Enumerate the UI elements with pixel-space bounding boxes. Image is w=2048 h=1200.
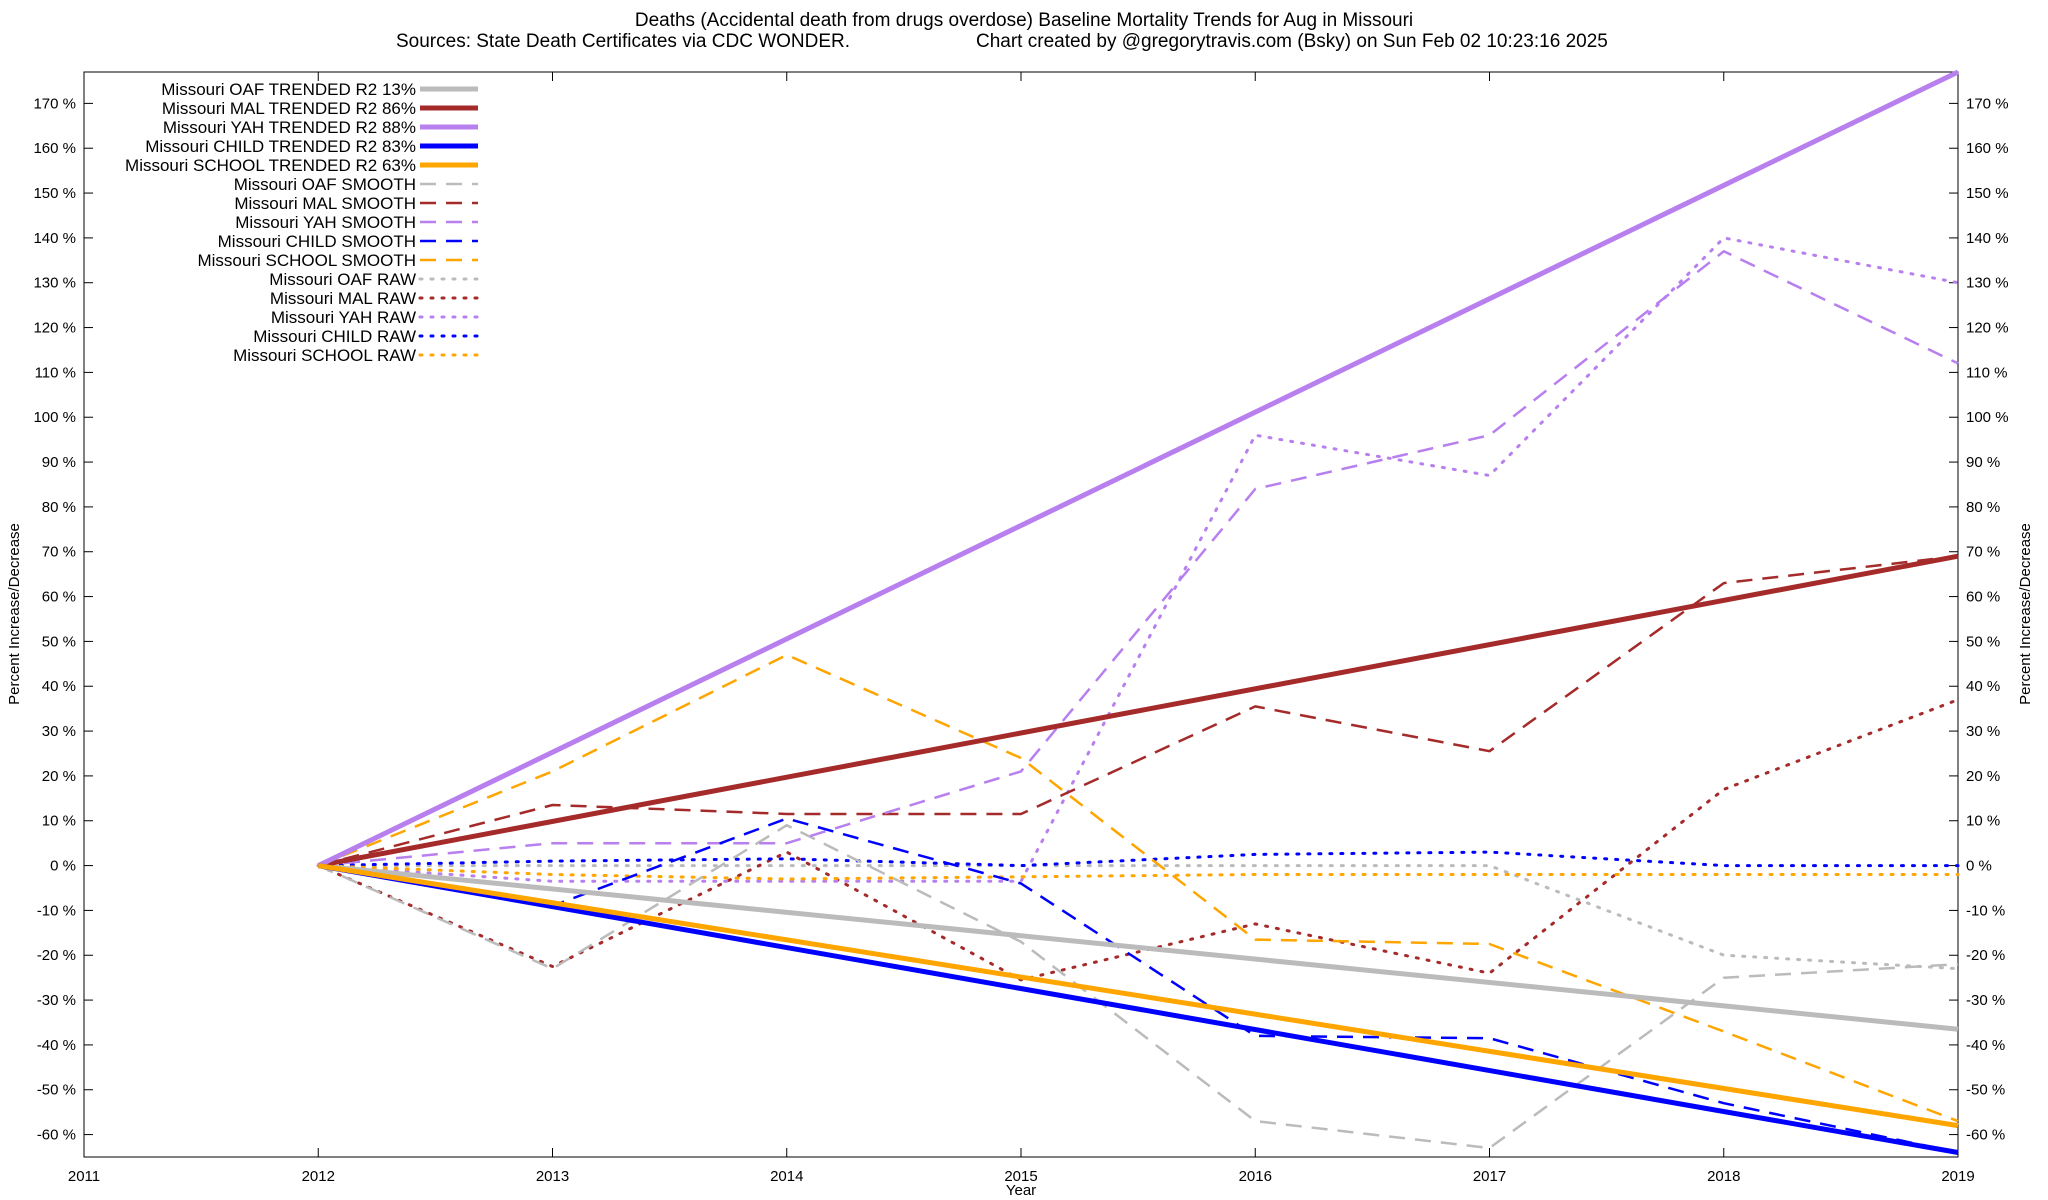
y-tick-label-right: 80 %: [1966, 499, 2000, 516]
y-tick-label-right: -50 %: [1966, 1082, 2005, 1099]
chart-subtitle-credit: Chart created by @gregorytravis.com (Bsk…: [976, 31, 1608, 52]
y-tick-label-right: -20 %: [1966, 947, 2005, 964]
y-tick-label-right: -30 %: [1966, 992, 2005, 1009]
legend-entry-missouri-mal-raw: Missouri MAL RAW: [270, 289, 416, 308]
x-tick-label: 2019: [1941, 1168, 1974, 1185]
y-tick-label-right: 50 %: [1966, 633, 2000, 650]
legend-entry-missouri-child-smooth: Missouri CHILD SMOOTH: [218, 232, 416, 251]
x-tick-label: 2013: [536, 1168, 569, 1185]
y-axis-label-right: Percent Increase/Decrease: [2017, 523, 2034, 705]
y-tick-label-right: -60 %: [1966, 1127, 2005, 1144]
y-tick-label-left: 70 %: [42, 544, 76, 561]
y-tick-label-right: 90 %: [1966, 454, 2000, 471]
legend-entry-missouri-oaf-raw: Missouri OAF RAW: [269, 270, 416, 289]
y-tick-label-left: 100 %: [33, 409, 76, 426]
y-tick-label-right: 100 %: [1966, 409, 2009, 426]
y-tick-label-left: 20 %: [42, 768, 76, 785]
y-tick-label-right: 130 %: [1966, 275, 2009, 292]
y-tick-label-right: -10 %: [1966, 902, 2005, 919]
y-tick-label-left: 110 %: [35, 364, 76, 381]
y-tick-label-right: 110 %: [1966, 364, 2007, 381]
series-line-missouri-oaf-smooth: [317, 823, 1959, 1150]
x-axis-label: Year: [1006, 1182, 1036, 1199]
y-tick-label-left: -50 %: [37, 1082, 76, 1099]
y-axis-ticks: 170 % 170 % 160 % 160 % 150 % 150 % 140 % 140 %…: [33, 95, 2008, 1143]
y-tick-label-left: 30 %: [42, 723, 76, 740]
legend-entry-missouri-yah-trended-r2-88: Missouri YAH TRENDED R2 88%: [163, 118, 416, 137]
legend-entry-missouri-yah-raw: Missouri YAH RAW: [271, 308, 416, 327]
x-tick-label: 2015: [1004, 1168, 1037, 1185]
y-tick-label-right: 0 %: [1966, 858, 1992, 875]
y-tick-label-right: 10 %: [1966, 813, 2000, 830]
y-tick-label-left: -30 %: [37, 992, 76, 1009]
legend-entry-missouri-mal-trended-r2-86: Missouri MAL TRENDED R2 86%: [162, 99, 416, 118]
legend-entry-missouri-child-trended-r2-83: Missouri CHILD TRENDED R2 83%: [145, 137, 416, 156]
y-tick-label-left: 170 %: [33, 95, 76, 112]
x-tick-label: 2014: [770, 1168, 803, 1185]
legend-entry-missouri-oaf-smooth: Missouri OAF SMOOTH: [234, 175, 416, 194]
y-tick-label-left: -20 %: [37, 947, 76, 964]
y-tick-label-right: 70 %: [1966, 544, 2000, 561]
y-tick-label-right: 40 %: [1966, 678, 2000, 695]
series-line-missouri-school-trended-r2-63: [317, 863, 1959, 1129]
y-tick-label-right: 20 %: [1966, 768, 2000, 785]
y-tick-label-left: 80 %: [42, 499, 76, 516]
y-tick-label-left: -60 %: [37, 1127, 76, 1144]
y-tick-label-left: 160 %: [33, 140, 76, 157]
y-tick-label-left: 120 %: [33, 320, 76, 337]
chart-title: Deaths (Accidental death from drugs over…: [635, 10, 1413, 31]
y-tick-label-left: 0 %: [50, 858, 76, 875]
series-line-missouri-mal-smooth: [317, 554, 1959, 867]
y-tick-label-left: 90 %: [42, 454, 76, 471]
x-tick-label: 2011: [68, 1168, 100, 1185]
series-layer: [316, 69, 1960, 1155]
legend-entry-missouri-oaf-trended-r2-13: Missouri OAF TRENDED R2 13%: [161, 80, 416, 99]
series-line-missouri-school-smooth: [317, 653, 1959, 1123]
x-axis-ticks: 2011 2012 2013 2014 2015 2016 2017 2018 2019: [68, 72, 1975, 1185]
x-tick-label: 2012: [302, 1168, 335, 1185]
y-tick-label-right: 140 %: [1966, 230, 2009, 247]
series-line-missouri-child-raw: [316, 850, 1960, 868]
legend-entry-missouri-school-smooth: Missouri SCHOOL SMOOTH: [197, 251, 416, 270]
y-tick-label-left: -10 %: [37, 902, 76, 919]
y-tick-label-right: 170 %: [1966, 95, 2009, 112]
series-line-missouri-child-trended-r2-83: [317, 863, 1959, 1155]
series-line-missouri-yah-trended-r2-88: [317, 69, 1960, 868]
y-tick-label-right: 60 %: [1966, 589, 2000, 606]
series-line-missouri-oaf-trended-r2-13: [318, 863, 1959, 1032]
y-tick-label-left: 50 %: [42, 633, 76, 650]
series-line-missouri-child-smooth: [318, 817, 1959, 1154]
series-line-missouri-yah-raw: [316, 236, 1960, 883]
y-tick-label-right: 160 %: [1966, 140, 2009, 157]
x-tick-label: 2018: [1707, 1168, 1740, 1185]
y-tick-label-left: -40 %: [37, 1037, 76, 1054]
legend-entry-missouri-mal-smooth: Missouri MAL SMOOTH: [234, 194, 416, 213]
chart-subtitle-sources: Sources: State Death Certificates via CD…: [396, 31, 850, 52]
y-tick-label-right: 150 %: [1966, 185, 2009, 202]
series-line-missouri-mal-raw: [316, 698, 1960, 982]
series-line-missouri-yah-smooth: [318, 250, 1959, 867]
y-tick-label-left: 10 %: [42, 813, 76, 830]
y-tick-label-left: 150 %: [33, 185, 76, 202]
legend-entry-missouri-yah-smooth: Missouri YAH SMOOTH: [235, 213, 416, 232]
legend: Missouri OAF TRENDED R2 13%Missouri MAL …: [125, 80, 480, 365]
x-tick-label: 2016: [1239, 1168, 1272, 1185]
series-line-missouri-school-raw: [316, 864, 1960, 881]
legend-entry-missouri-school-raw: Missouri SCHOOL RAW: [233, 346, 416, 365]
y-tick-label-left: 140 %: [33, 230, 76, 247]
y-axis-label-left: Percent Increase/Decrease: [6, 523, 23, 705]
y-tick-label-left: 60 %: [42, 589, 76, 606]
y-tick-label-left: 130 %: [33, 275, 76, 292]
x-tick-label: 2017: [1473, 1168, 1506, 1185]
legend-entry-missouri-school-trended-r2-63: Missouri SCHOOL TRENDED R2 63%: [125, 156, 416, 175]
y-tick-label-right: 120 %: [1966, 320, 2009, 337]
legend-entry-missouri-child-raw: Missouri CHILD RAW: [253, 327, 416, 346]
series-line-missouri-mal-trended-r2-86: [317, 553, 1959, 869]
y-tick-label-right: 30 %: [1966, 723, 2000, 740]
y-tick-label-right: -40 %: [1966, 1037, 2005, 1054]
y-tick-label-left: 40 %: [42, 678, 76, 695]
